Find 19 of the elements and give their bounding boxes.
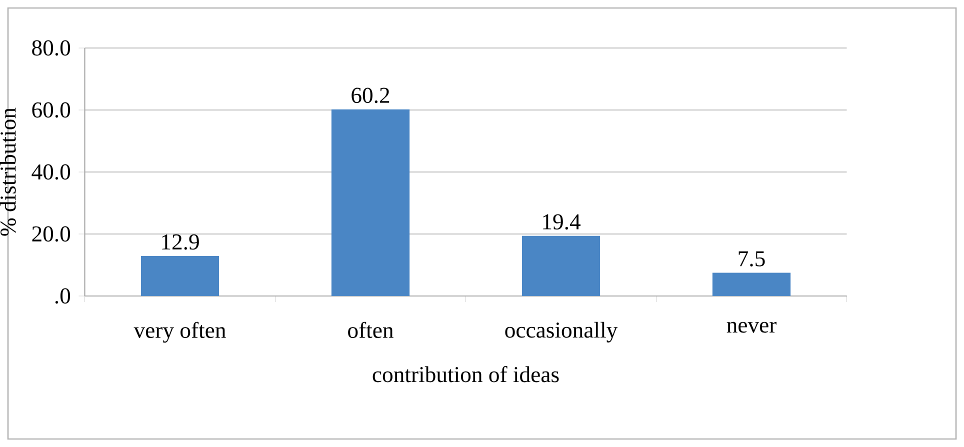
x-tick-label: occasionally — [505, 322, 618, 342]
bar — [712, 272, 791, 296]
bar — [522, 236, 600, 296]
data-label: 60.2 — [352, 88, 390, 104]
y-tick-label: 80.0 — [32, 40, 70, 56]
data-label: 12.9 — [162, 234, 199, 250]
y-tick-label: 60.0 — [32, 102, 70, 118]
bar — [140, 256, 220, 296]
bar — [331, 109, 410, 296]
x-tick-label: often — [348, 322, 394, 338]
y-tick-label: 40.0 — [32, 164, 70, 180]
data-label: 7.5 — [738, 251, 765, 266]
data-label: 19.4 — [543, 214, 580, 230]
x-tick-label: never — [726, 322, 776, 333]
x-tick-label: very often — [134, 322, 226, 343]
y-tick-label: .0 — [55, 288, 70, 304]
x-axis-title: contribution of ideas — [372, 366, 559, 382]
y-tick-label: 20.0 — [32, 226, 70, 242]
y-axis-title: % distribution — [0, 108, 16, 236]
